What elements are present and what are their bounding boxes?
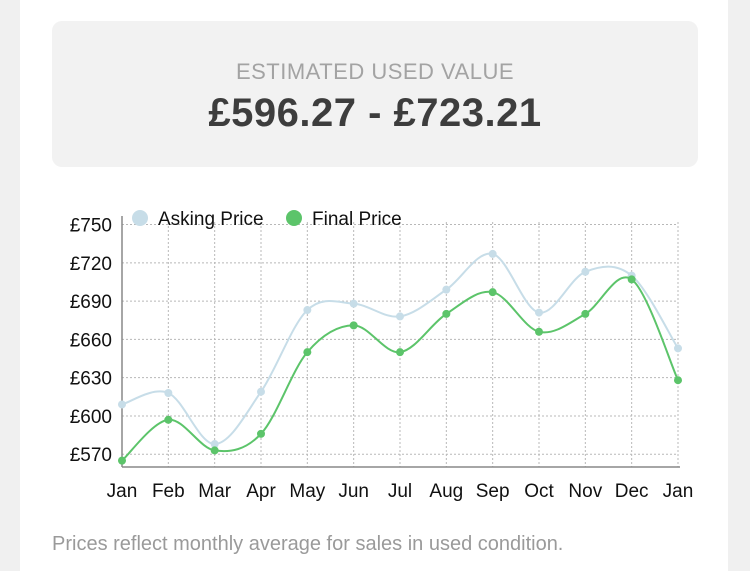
legend-marker-asking-price[interactable] bbox=[132, 210, 148, 226]
chart-footnote: Prices reflect monthly average for sales… bbox=[52, 533, 564, 555]
y-tick-label: £660 bbox=[70, 330, 112, 351]
data-point-final-price bbox=[303, 348, 312, 357]
y-tick-label: £750 bbox=[70, 216, 112, 237]
data-point-asking-price bbox=[442, 285, 451, 294]
data-point-asking-price bbox=[488, 249, 497, 258]
data-point-asking-price bbox=[396, 312, 404, 321]
x-tick-label: May bbox=[289, 481, 325, 502]
x-tick-label: Nov bbox=[568, 481, 602, 502]
x-tick-label: Mar bbox=[198, 481, 231, 502]
estimated-value-panel: ESTIMATED USED VALUE £596.27 - £723.21 bbox=[52, 21, 698, 167]
legend-marker-final-price[interactable] bbox=[286, 210, 302, 226]
y-tick-label: £690 bbox=[70, 292, 112, 313]
data-point-final-price bbox=[164, 415, 173, 424]
data-point-asking-price bbox=[674, 344, 682, 353]
x-tick-label: Aug bbox=[429, 481, 463, 502]
price-card: ESTIMATED USED VALUE £596.27 - £723.21 £… bbox=[20, 0, 728, 571]
data-point-final-price bbox=[488, 288, 497, 297]
data-point-asking-price bbox=[164, 388, 173, 397]
legend-label-asking-price[interactable]: Asking Price bbox=[158, 209, 264, 230]
data-point-final-price bbox=[257, 429, 265, 438]
legend-label-final-price[interactable]: Final Price bbox=[312, 209, 402, 230]
price-history-chart: £750 £720 £690 £660 £630 £600 £570 Jan Feb Mar Apr… bbox=[70, 209, 694, 502]
data-point-asking-price bbox=[303, 306, 312, 315]
data-point-asking-price bbox=[210, 440, 219, 449]
x-tick-label: Oct bbox=[524, 481, 554, 502]
y-tick-label: £630 bbox=[70, 369, 112, 390]
data-point-final-price bbox=[349, 321, 358, 330]
data-point-final-price bbox=[118, 456, 126, 465]
data-point-final-price bbox=[674, 376, 682, 385]
x-tick-label: Sep bbox=[476, 481, 510, 502]
estimated-value-range: £596.27 - £723.21 bbox=[208, 91, 542, 135]
series-line-final-price bbox=[121, 276, 679, 462]
data-point-final-price bbox=[210, 446, 219, 455]
y-tick-label: £570 bbox=[70, 445, 112, 466]
x-tick-label: Dec bbox=[615, 481, 649, 502]
data-point-final-price bbox=[535, 327, 543, 336]
x-tick-label: Jul bbox=[388, 481, 412, 502]
data-point-asking-price bbox=[257, 387, 265, 396]
data-point-final-price bbox=[627, 275, 636, 284]
data-point-final-price bbox=[442, 309, 451, 318]
x-tick-label: Jan bbox=[107, 481, 138, 502]
x-tick-label: Jun bbox=[338, 481, 369, 502]
data-point-final-price bbox=[581, 309, 590, 318]
y-tick-label: £600 bbox=[70, 407, 112, 428]
data-point-asking-price bbox=[535, 308, 543, 317]
data-point-final-price bbox=[396, 348, 404, 357]
estimated-value-label: ESTIMATED USED VALUE bbox=[235, 59, 515, 84]
x-tick-label: Apr bbox=[246, 481, 276, 502]
data-point-asking-price bbox=[349, 299, 358, 308]
x-tick-label: Feb bbox=[152, 481, 185, 502]
data-point-asking-price bbox=[581, 267, 590, 276]
y-tick-label: £720 bbox=[70, 254, 112, 275]
data-point-asking-price bbox=[118, 400, 126, 409]
x-tick-label: Jan bbox=[663, 481, 694, 502]
